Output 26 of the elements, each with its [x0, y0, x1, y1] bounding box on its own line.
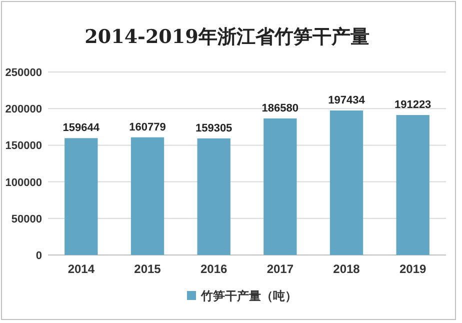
- data-label: 197434: [328, 94, 366, 106]
- bar: [264, 118, 297, 255]
- data-label: 186580: [262, 102, 299, 114]
- legend-label: 竹笋干产量（吨）: [200, 289, 297, 303]
- data-label: 191223: [394, 99, 432, 112]
- bar: [396, 115, 430, 255]
- bar: [130, 137, 164, 255]
- x-tick-label: 2018: [333, 262, 360, 276]
- bar: [64, 138, 98, 255]
- x-tick-label: 2014: [68, 262, 95, 276]
- x-tick-label: 2017: [266, 262, 294, 276]
- y-tick-label: 200000: [5, 104, 42, 116]
- data-label: 160779: [129, 121, 166, 134]
- y-tick-label: 250000: [5, 67, 42, 79]
- x-tick-label: 2015: [134, 262, 162, 276]
- data-label: 159305: [195, 122, 232, 134]
- bar: [330, 110, 364, 255]
- y-tick-label: 100000: [5, 176, 42, 189]
- y-tick-label: 50000: [11, 213, 42, 226]
- y-tick-label: 0: [36, 250, 42, 262]
- chart-title: 2014-2019年浙江省竹笋干产量: [84, 26, 370, 48]
- x-tick-label: 2019: [399, 262, 427, 276]
- x-tick-label: 2016: [200, 262, 228, 276]
- y-tick-label: 150000: [5, 140, 42, 152]
- bar: [197, 138, 230, 255]
- data-label: 159644: [62, 122, 100, 134]
